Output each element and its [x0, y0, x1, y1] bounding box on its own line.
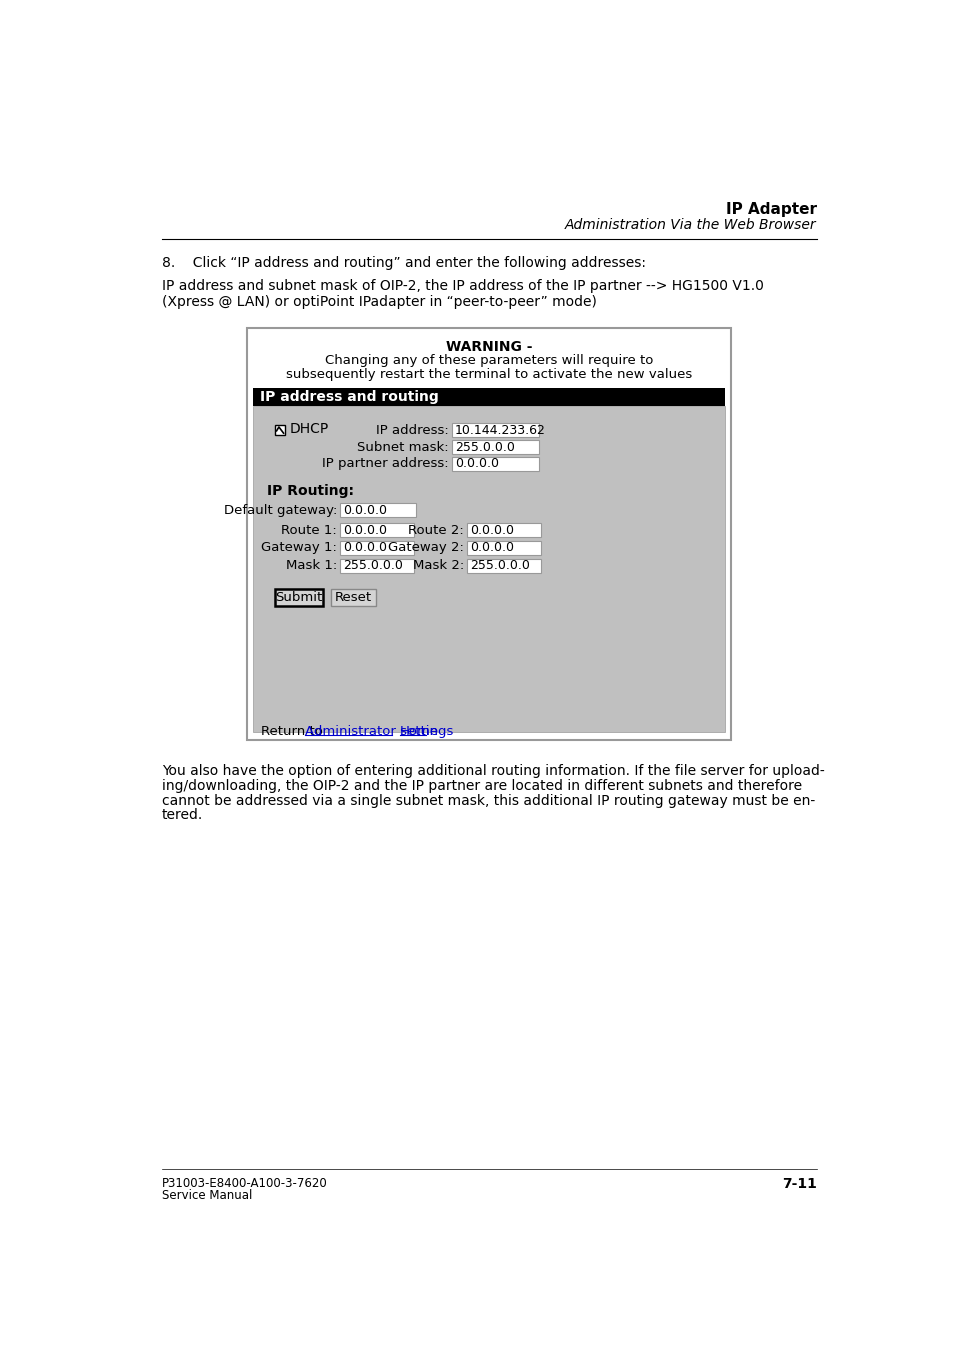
Text: IP address and subnet mask of OIP-2, the IP address of the IP partner --> HG1500: IP address and subnet mask of OIP-2, the… [162, 280, 763, 293]
Text: Service Manual: Service Manual [162, 1189, 252, 1202]
Text: IP partner address:: IP partner address: [322, 458, 448, 470]
Text: tered.: tered. [162, 808, 203, 823]
Text: 0.0.0.0: 0.0.0.0 [343, 524, 387, 536]
Text: Reset: Reset [335, 590, 372, 604]
Bar [253, 407, 724, 732]
Bar [467, 540, 540, 555]
Text: IP Adapter: IP Adapter [725, 203, 816, 218]
Text: Return to: Return to [261, 725, 327, 739]
Text: Route 2:: Route 2: [408, 524, 464, 536]
Text: 0.0.0.0: 0.0.0.0 [470, 524, 514, 536]
Text: Mask 1:: Mask 1: [286, 559, 336, 571]
Bar [340, 503, 416, 517]
Text: 255.0.0.0: 255.0.0.0 [455, 440, 515, 454]
Bar [274, 424, 285, 435]
Text: P31003-E8400-A100-3-7620: P31003-E8400-A100-3-7620 [162, 1177, 327, 1190]
Text: Administration Via the Web Browser: Administration Via the Web Browser [564, 218, 816, 231]
Text: 0.0.0.0: 0.0.0.0 [343, 542, 387, 554]
Text: Gateway 2:: Gateway 2: [388, 542, 464, 554]
Text: DHCP: DHCP [290, 423, 329, 436]
Text: 255.0.0.0: 255.0.0.0 [470, 559, 530, 571]
Text: Default gateway:: Default gateway: [223, 504, 336, 516]
Text: 8.    Click “IP address and routing” and enter the following addresses:: 8. Click “IP address and routing” and en… [162, 257, 645, 270]
Text: IP address and routing: IP address and routing [259, 390, 437, 404]
Bar [452, 457, 537, 471]
Text: Changing any of these parameters will require to: Changing any of these parameters will re… [325, 354, 653, 367]
Text: 7-11: 7-11 [781, 1177, 816, 1192]
Bar [247, 328, 731, 739]
Text: WARNING -: WARNING - [446, 340, 532, 354]
Text: Route 1:: Route 1: [281, 524, 336, 536]
Text: Home: Home [399, 725, 438, 739]
Text: ing/downloading, the OIP-2 and the IP partner are located in different subnets a: ing/downloading, the OIP-2 and the IP pa… [162, 780, 801, 793]
Text: 10.144.233.62: 10.144.233.62 [455, 424, 545, 436]
Bar [340, 523, 414, 538]
Text: 0.0.0.0: 0.0.0.0 [470, 542, 514, 554]
Bar [331, 589, 375, 605]
Bar [452, 440, 537, 454]
Text: 0.0.0.0: 0.0.0.0 [343, 504, 387, 516]
Text: Mask 2:: Mask 2: [413, 559, 464, 571]
Bar [467, 523, 540, 538]
Text: cannot be addressed via a single subnet mask, this additional IP routing gateway: cannot be addressed via a single subnet … [162, 793, 814, 808]
Text: You also have the option of entering additional routing information. If the file: You also have the option of entering add… [162, 765, 823, 778]
Text: subsequently restart the terminal to activate the new values: subsequently restart the terminal to act… [286, 367, 692, 381]
Bar [340, 559, 414, 573]
Text: Gateway 1:: Gateway 1: [261, 542, 336, 554]
Text: IP Routing:: IP Routing: [267, 484, 354, 499]
Text: 0.0.0.0: 0.0.0.0 [455, 458, 498, 470]
Bar [467, 559, 540, 573]
Text: Administrator settings: Administrator settings [305, 725, 453, 739]
Bar [253, 388, 724, 407]
Bar [340, 540, 414, 555]
Text: IP address:: IP address: [375, 424, 448, 436]
Bar [274, 589, 323, 605]
Bar [452, 423, 537, 436]
Text: Subnet mask:: Subnet mask: [356, 440, 448, 454]
Text: Submit: Submit [275, 590, 322, 604]
Text: (Xpress @ LAN) or optiPoint IPadapter in “peer-to-peer” mode): (Xpress @ LAN) or optiPoint IPadapter in… [162, 295, 597, 308]
Text: 255.0.0.0: 255.0.0.0 [343, 559, 403, 571]
